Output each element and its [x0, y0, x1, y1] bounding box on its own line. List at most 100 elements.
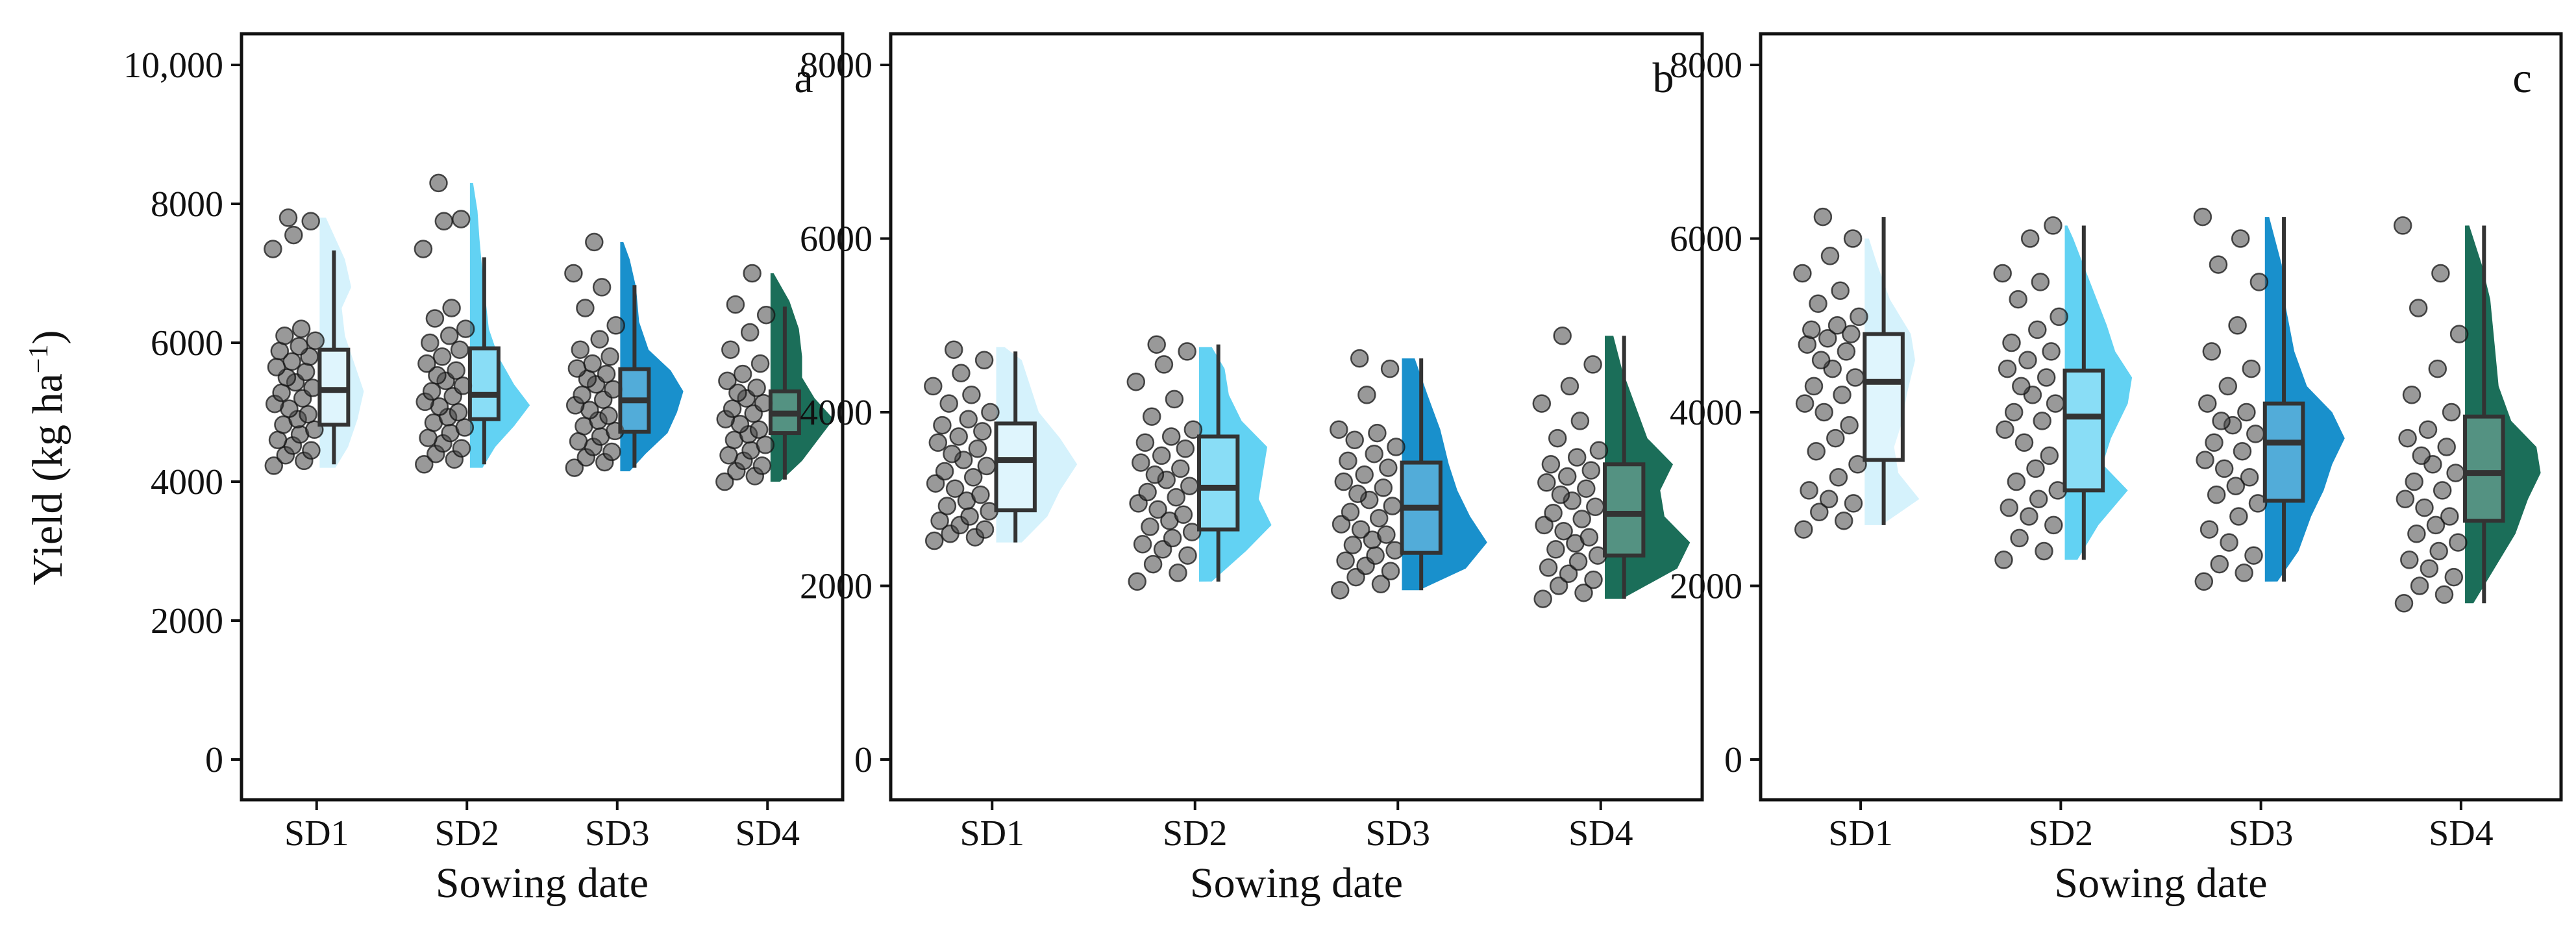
data-point: [1833, 386, 1852, 404]
data-point: [1802, 320, 1821, 340]
y-tick-label: 6000: [800, 219, 873, 260]
data-point: [2400, 550, 2419, 569]
data-point: [2205, 433, 2223, 452]
data-point: [974, 351, 994, 370]
data-point: [1793, 264, 1812, 283]
data-point: [740, 323, 760, 342]
data-point: [2012, 377, 2031, 396]
data-point: [1546, 540, 1565, 559]
x-tick-label: SD2: [1163, 813, 1228, 854]
data-point: [1818, 329, 1837, 348]
data-point: [930, 511, 949, 530]
data-point: [2210, 554, 2229, 574]
data-point: [306, 331, 325, 351]
data-point: [599, 406, 618, 425]
data-point: [415, 455, 434, 474]
data-point: [1330, 580, 1350, 600]
panel-a: 0 2000 4000 6000 8000 10,000 SD1 SD2 SD3 SD4 Sowin…: [123, 32, 845, 907]
data-point: [2193, 207, 2212, 227]
data-point: [924, 531, 944, 550]
y-tick-label: 8000: [1670, 45, 1742, 86]
data-point: [1537, 473, 1556, 492]
y-tick-label: 6000: [151, 323, 223, 364]
data-point: [449, 402, 468, 422]
data-point: [573, 386, 591, 404]
data-point: [945, 479, 965, 498]
data-point: [1533, 589, 1552, 608]
plot-frame: [1759, 32, 2563, 802]
data-point: [447, 361, 465, 380]
data-point: [1142, 407, 1161, 426]
data-point: [949, 427, 968, 446]
density-cloud-sd2: [469, 182, 530, 468]
panel-c: 0 2000 4000 6000 8000 SD1 SD2 SD3 SD4 Sowing date…: [1670, 32, 2563, 907]
data-point: [723, 399, 742, 418]
data-point: [1379, 458, 1398, 477]
data-point: [2207, 485, 2226, 504]
data-point: [567, 359, 587, 378]
data-point: [933, 415, 952, 435]
data-point: [1993, 264, 2012, 283]
data-point: [2240, 468, 2259, 487]
data-point: [939, 394, 958, 413]
data-point: [1143, 554, 1163, 574]
data-point: [2026, 459, 2045, 478]
data-point: [733, 364, 752, 384]
data-point: [2394, 594, 2414, 613]
data-point: [2194, 572, 2214, 591]
data-point: [1807, 441, 1826, 461]
data-point: [2020, 229, 2040, 248]
data-point: [1583, 355, 1602, 374]
data-point: [2398, 428, 2417, 448]
panel-b: 0 2000 4000 6000 8000 SD1 SD2 SD3 SD4 Sowing date…: [800, 32, 1704, 907]
box-iqr-sd1: [994, 421, 1037, 513]
data-point: [422, 382, 441, 401]
data-point: [971, 485, 990, 504]
panel-label: a: [794, 55, 813, 102]
data-point: [726, 295, 745, 314]
y-tick-label: 8000: [800, 45, 873, 86]
data-point: [268, 430, 288, 450]
data-point: [1387, 438, 1406, 456]
data-point: [419, 428, 438, 447]
data-point: [1810, 502, 1829, 522]
data-point: [1355, 465, 1374, 484]
data-point: [2035, 541, 2053, 561]
data-point: [928, 433, 948, 452]
data-point: [2429, 541, 2448, 561]
data-point: [2235, 563, 2253, 582]
data-point: [1532, 394, 1552, 413]
data-point: [2444, 567, 2464, 587]
data-point: [2000, 498, 2019, 517]
y-axis-title-close: ): [24, 330, 71, 345]
data-point: [425, 309, 445, 328]
data-point: [2246, 425, 2265, 443]
data-point: [417, 354, 436, 373]
data-point: [1553, 327, 1572, 345]
data-point: [752, 456, 772, 475]
x-tick-label: SD4: [735, 813, 800, 854]
data-point: [2018, 351, 2037, 370]
x-tick-label: SD3: [585, 813, 650, 854]
data-point: [1357, 386, 1376, 404]
data-point: [1560, 377, 1579, 396]
x-tick-label: SD2: [2029, 813, 2094, 854]
data-point: [2040, 446, 2059, 465]
data-point: [1169, 563, 1187, 582]
data-point: [2199, 520, 2219, 539]
data-point: [2044, 216, 2062, 235]
data-point: [743, 264, 762, 283]
data-point: [1183, 420, 1203, 439]
data-point: [569, 432, 588, 451]
data-point: [565, 458, 584, 477]
y-tick-label: 2000: [800, 567, 873, 607]
data-point: [2229, 507, 2248, 526]
data-point: [275, 327, 294, 345]
data-point: [728, 383, 747, 402]
panels-layer: 0 2000 4000 6000 8000 10,000 SD1 SD2 SD3 SD4 Sowin…: [123, 32, 2563, 907]
data-point: [2428, 359, 2447, 378]
data-point: [302, 441, 321, 460]
data-point: [583, 354, 602, 373]
data-point: [270, 341, 290, 361]
data-point: [2409, 299, 2428, 317]
